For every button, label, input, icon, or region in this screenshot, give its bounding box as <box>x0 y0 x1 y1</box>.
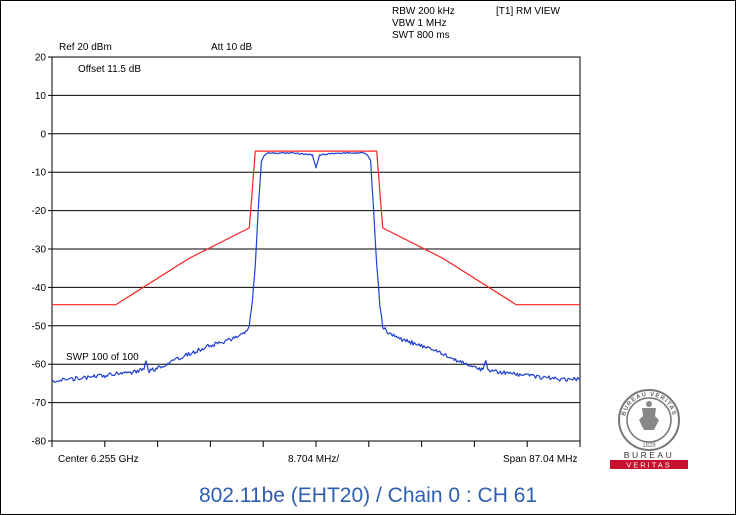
y-tick-label: -60 <box>32 360 47 371</box>
bureau-veritas-logo: BUREAU VERITAS 1828 BUREAU VERITAS <box>610 389 688 470</box>
y-tick-label: -50 <box>32 321 47 332</box>
y-tick-label: 10 <box>35 91 47 102</box>
y-tick-label: -20 <box>32 206 47 217</box>
x-tick-marks <box>51 441 581 447</box>
chart-caption: 802.11be (EHT20) / Chain 0 : CH 61 <box>198 484 538 507</box>
y-tick-labels: 20 10 0 -10 -20 -30 -40 -50 -60 -70 -80 <box>32 53 52 448</box>
attenuation-label: Att 10 dB <box>211 42 253 53</box>
sweep-count-label: SWP 100 of 100 <box>66 352 139 363</box>
svg-text:1828: 1828 <box>642 443 656 449</box>
y-tick-label: 0 <box>40 129 46 140</box>
plot-grid <box>51 56 581 442</box>
y-tick-label: 20 <box>35 53 47 64</box>
limit-mask-line <box>52 150 580 306</box>
ref-level-label: Ref 20 dBm <box>59 42 112 53</box>
span-label: Span 87.04 MHz <box>503 454 578 465</box>
svg-text:VERITAS: VERITAS <box>626 461 672 470</box>
y-tick-label: -30 <box>32 245 47 256</box>
trace-line <box>51 151 581 383</box>
division-label: 8.704 MHz/ <box>288 454 340 465</box>
trace-mode-label: [T1] RM VIEW <box>496 6 560 17</box>
swt-label: SWT 800 ms <box>392 30 450 41</box>
offset-label: Offset 11.5 dB <box>78 64 142 75</box>
svg-text:BUREAU: BUREAU <box>624 450 674 460</box>
rbw-label: RBW 200 kHz <box>392 6 455 17</box>
y-tick-label: -70 <box>32 398 47 409</box>
plot-series <box>51 150 581 383</box>
y-tick-label: -10 <box>32 168 47 179</box>
center-frequency-label: Center 6.255 GHz <box>58 454 139 465</box>
y-tick-label: -40 <box>32 283 47 294</box>
y-tick-label: -80 <box>32 437 47 448</box>
vbw-label: VBW 1 MHz <box>392 18 447 29</box>
